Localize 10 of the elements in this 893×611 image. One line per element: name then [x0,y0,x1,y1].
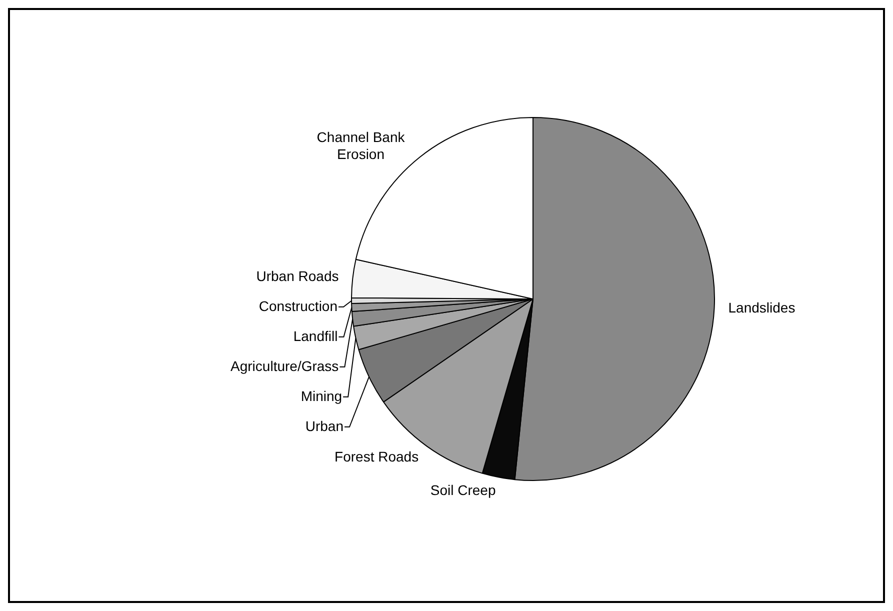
slice-label: Landslides [728,300,796,316]
slice-label: Agriculture/Grass [230,358,339,374]
slice-label: Forest Roads [334,448,419,464]
slice-label: Urban [305,418,344,434]
slice-label: Construction [258,298,338,314]
slice-label: Soil Creep [430,482,496,498]
slice-label: Mining [300,388,342,404]
slice-label: Channel Bank Erosion [316,128,406,162]
slice-label: Landfill [293,328,338,344]
slice-label: Urban Roads [256,268,339,284]
